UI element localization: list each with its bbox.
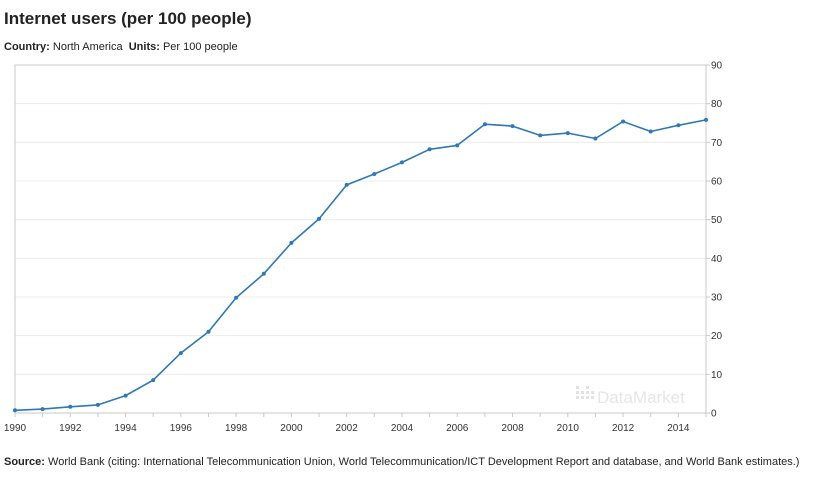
data-point [123, 393, 128, 398]
x-tick-label: 1998 [225, 423, 248, 434]
series-points [13, 117, 708, 413]
gridlines [15, 103, 706, 375]
axes: 0 10 20 30 40 50 60 70 80 90 1990 1992 1994 1996 1998 2… [4, 61, 723, 435]
y-tick-label: 90 [711, 61, 723, 72]
watermark: DataMarket [576, 386, 685, 407]
data-point [538, 133, 543, 138]
data-point [206, 329, 211, 334]
series-line [14, 119, 707, 412]
watermark-text: DataMarket [597, 388, 685, 407]
plot-frame [14, 64, 707, 414]
x-tick-label: 2002 [336, 423, 359, 434]
units-label: Units: [128, 41, 160, 53]
chart-title: Internet users (per 100 people) [4, 9, 252, 28]
data-point [178, 351, 183, 356]
source-label: Source: [4, 456, 45, 468]
x-tick-label: 1992 [59, 423, 82, 434]
data-point [40, 407, 45, 412]
data-point [621, 119, 626, 124]
data-point [427, 147, 432, 152]
data-point [510, 124, 515, 129]
country-value: North America [52, 41, 123, 53]
data-point [261, 271, 266, 276]
units-value: Per 100 people [162, 41, 238, 53]
data-point [68, 404, 73, 409]
country-label: Country: [4, 41, 50, 53]
x-tick-label: 2014 [667, 423, 690, 434]
datamarket-logo-icon [576, 386, 594, 399]
x-tick-label: 2000 [280, 423, 303, 434]
data-point [234, 295, 239, 300]
data-point [676, 123, 681, 128]
data-point [13, 408, 17, 413]
y-tick-label: 30 [711, 293, 723, 304]
data-point [317, 216, 321, 221]
data-point [151, 378, 156, 383]
source-text: World Bank (citing: International Teleco… [48, 456, 800, 468]
data-point [704, 117, 708, 122]
source-note: Source: World Bank (citing: Internationa… [4, 456, 799, 468]
chart-meta: Country: North America Units: Per 100 pe… [4, 41, 238, 53]
x-tick-label: 1996 [170, 423, 193, 434]
data-point [95, 402, 100, 407]
data-point [593, 136, 598, 141]
x-tick-label: 2008 [501, 423, 524, 434]
y-tick-label: 40 [711, 254, 723, 265]
y-tick-label: 80 [711, 99, 723, 110]
y-tick-label: 50 [711, 215, 723, 226]
x-tick-label: 2010 [557, 423, 580, 434]
data-point [372, 172, 377, 176]
data-point [648, 129, 653, 134]
x-tick-label: 2012 [612, 423, 635, 434]
y-tick-label: 20 [711, 331, 723, 342]
y-tick-label: 10 [711, 370, 723, 381]
data-point [289, 240, 294, 245]
y-tick-label: 0 [711, 409, 717, 420]
x-tick-label: 2006 [446, 423, 469, 434]
data-point [455, 143, 460, 148]
data-point [400, 160, 404, 165]
y-tick-label: 60 [711, 177, 723, 188]
x-tick-label: 1990 [4, 423, 27, 434]
data-point [344, 182, 349, 187]
y-tick-label: 70 [711, 138, 723, 149]
x-tick-label: 2004 [391, 423, 414, 434]
x-tick-label: 1994 [114, 423, 137, 434]
data-point [482, 122, 487, 127]
data-point [565, 131, 570, 136]
